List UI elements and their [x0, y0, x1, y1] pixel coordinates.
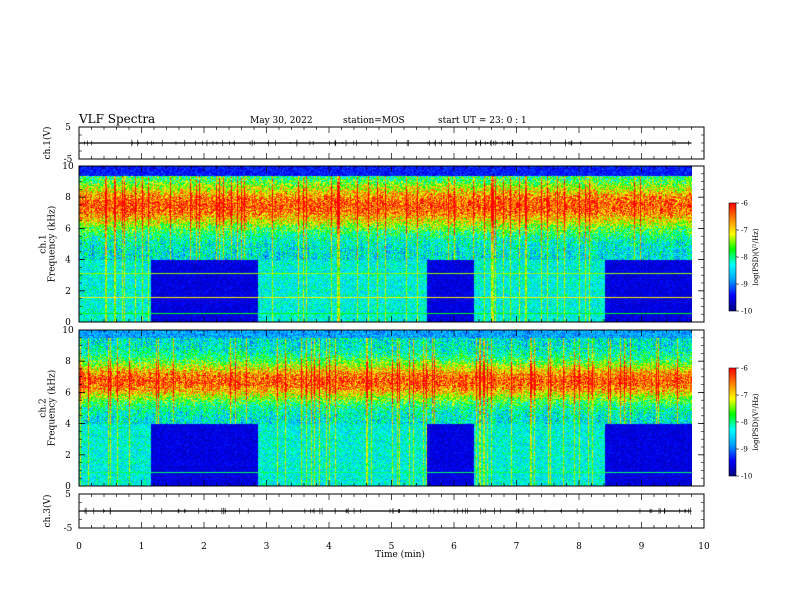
colorbar-tick-label: -10	[741, 473, 752, 481]
colorbar-tick-label: -8	[741, 419, 748, 427]
colorbar: -6 -7 -8 -9 -10 log(PSD)(V²/Hz)	[728, 365, 760, 481]
ch2-spectrogram-panel: 0 2 4 6 8 10 ch.2 Frequency (kHz) -6 -7 -8 -9 -10 log…	[39, 326, 761, 492]
colorbar-tick-label: -7	[741, 227, 748, 235]
y-tick-label: 10	[62, 162, 74, 172]
y-tick-label: 0	[65, 318, 71, 328]
y-axis-label: ch.2	[39, 398, 49, 417]
figure-start-time: start UT = 23: 0 : 1	[438, 116, 527, 126]
colorbar-tick-label: -8	[741, 254, 748, 262]
ch1-signal-panel: 5 -5 ch.1(V)	[42, 123, 705, 165]
colorbar-gradient	[728, 202, 737, 312]
colorbar-gradient	[728, 367, 737, 477]
x-tick-label: 9	[639, 542, 645, 552]
y-axis-label: ch.1(V)	[42, 127, 53, 160]
y-tick-label: 8	[65, 357, 71, 367]
y-tick-label: 5	[65, 123, 71, 133]
colorbar: -6 -7 -8 -9 -10 log(PSD)(V²/Hz)	[728, 200, 760, 316]
colorbar-label: log(PSD)(V²/Hz)	[752, 393, 760, 450]
colorbar-tick-label: -7	[741, 392, 748, 400]
x-tick-label: 1	[139, 542, 145, 552]
x-tick-label: 6	[451, 542, 457, 552]
x-tick-label: 8	[576, 542, 582, 552]
x-tick-label: 0	[76, 542, 82, 552]
ch1-spectrogram-panel: 0 2 4 6 8 10 ch.1 Frequency (kHz) -6 -7 -8 -9 -10 log…	[39, 162, 761, 328]
spectrogram-image	[79, 166, 692, 322]
figure-station: station=MOS	[343, 116, 405, 126]
y-tick-label: 6	[65, 224, 71, 234]
y-tick-label: -5	[64, 524, 73, 534]
y-axis-label: Frequency (kHz)	[47, 206, 58, 283]
colorbar-tick-label: -9	[741, 446, 748, 454]
y-tick-label: 2	[65, 287, 71, 297]
y-tick-label: -5	[64, 155, 73, 165]
figure-date: May 30, 2022	[250, 116, 313, 126]
y-axis-label: Frequency (kHz)	[47, 370, 58, 447]
y-axis-label: ch.3(V)	[42, 495, 53, 528]
x-tick-label: 3	[264, 542, 270, 552]
x-tick-label: 4	[326, 542, 332, 552]
y-tick-label: 5	[65, 490, 71, 500]
y-tick-label: 8	[65, 193, 71, 203]
x-tick-label: 5	[389, 542, 395, 552]
x-tick-label: 7	[514, 542, 520, 552]
colorbar-label: log(PSD)(V²/Hz)	[752, 228, 760, 285]
colorbar-tick-label: -9	[741, 281, 748, 289]
colorbar-tick-label: -10	[741, 308, 752, 316]
y-tick-label: 6	[65, 388, 71, 398]
colorbar-tick-label: -6	[741, 365, 748, 373]
y-tick-label: 4	[65, 256, 71, 266]
x-axis: 0 1 2 3 4 5 6 7 8 9 10	[76, 542, 710, 552]
figure-title: VLF Spectra	[78, 112, 155, 126]
y-tick-label: 2	[65, 451, 71, 461]
y-tick-label: 10	[62, 326, 74, 336]
y-tick-label: 0	[65, 482, 71, 492]
y-tick-label: 4	[65, 420, 71, 430]
x-axis-label: Time (min)	[375, 549, 425, 560]
spectrogram-image	[79, 330, 692, 486]
x-tick-label: 2	[201, 542, 207, 552]
x-tick-label: 10	[698, 542, 710, 552]
colorbar-tick-label: -6	[741, 200, 748, 208]
y-axis-label: ch.1	[39, 234, 49, 253]
ch3-signal-panel: 5 -5 ch.3(V)	[42, 490, 705, 534]
